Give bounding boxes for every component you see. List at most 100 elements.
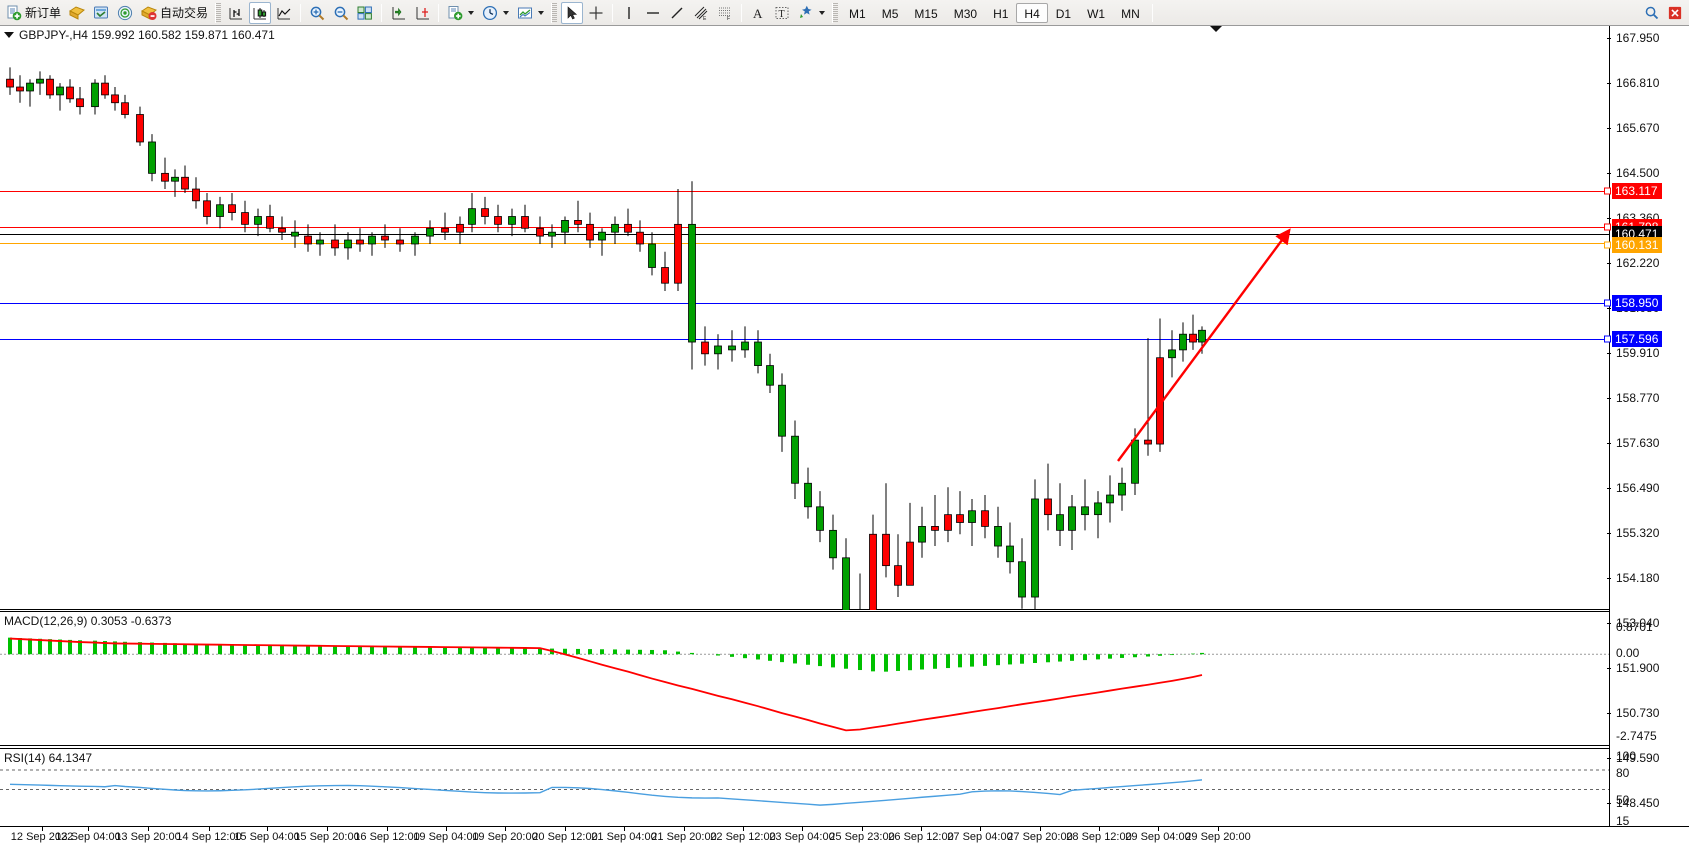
price-badge-orange[interactable]: 160.131 [1604,237,1663,253]
equidistant-channel-button[interactable]: E [690,2,712,24]
price-axis-tick-label: 157.630 [1616,436,1660,450]
time-axis-label: 13 Sep 20:00 [115,831,181,843]
chart-area[interactable]: GBPJPY-,H4 159.992 160.582 159.871 160.4… [0,26,1689,852]
price-axis[interactable]: 167.950 166.810 165.670 164.500 163.360 162.2… [1604,26,1689,828]
search-button[interactable] [1640,2,1662,24]
rsi-axis-label: 80 [1616,766,1630,780]
rsi-series [0,769,1609,806]
toolbar-separator [300,3,302,22]
price-axis-tick-label: 150.730 [1616,706,1660,720]
toolbar-grip[interactable] [832,2,839,23]
price-badge-blue[interactable]: 158.950 [1604,295,1663,311]
price-pane[interactable]: GBPJPY-,H4 159.992 160.582 159.871 160.4… [0,26,1609,610]
timeframe-w1[interactable]: W1 [1087,6,1106,21]
timeframe-m5[interactable]: M5 [881,6,899,21]
bid-line-line[interactable] [0,243,1609,244]
auto-trading-button[interactable]: 自动交易 [138,2,211,24]
zoom-out-icon [333,5,349,21]
price-badge-red[interactable]: 163.117 [1604,183,1662,199]
time-axis[interactable]: 12 Sep 2022 13 Sep 04:00 13 Sep 20:00 14 Se… [0,826,1689,852]
toolbar-grip[interactable] [551,2,558,23]
resistance-2-line[interactable] [0,227,1609,228]
new-order-button[interactable]: 新订单 [3,2,64,24]
trendline-button[interactable] [666,2,688,24]
fibonacci-button[interactable]: F [714,2,736,24]
equidistant-channel-icon: E [693,5,709,21]
data-window-button[interactable] [66,2,88,24]
time-axis-tick [921,827,922,831]
rsi-pane[interactable]: RSI(14) 64.1347 [0,748,1609,826]
main-toolbar: 新订单 [0,0,1689,26]
level-handle-icon[interactable] [1604,223,1611,231]
timeframe-d1[interactable]: D1 [1055,6,1072,21]
timeframe-m30[interactable]: M30 [953,6,978,21]
text-button[interactable]: A [747,2,769,24]
chevron-down-icon[interactable] [503,10,510,15]
svg-text:F: F [727,16,730,21]
auto-scroll-icon [414,5,430,21]
time-axis-label: 23 Sep 04:00 [769,831,835,843]
time-axis-tick [267,827,268,831]
period-button[interactable] [479,2,512,24]
toolbar-grip[interactable] [215,2,222,23]
time-axis-tick [684,827,685,831]
zoom-in-icon [309,5,325,21]
support-2-line[interactable] [0,339,1609,340]
current-price-line[interactable] [0,234,1609,235]
candlestick-chart-button[interactable] [249,1,272,24]
timeframe-m1[interactable]: M1 [849,6,866,21]
horizontal-line-icon [645,5,661,21]
timeframe-h1[interactable]: H1 [993,6,1009,21]
resistance-1-line[interactable] [0,191,1609,192]
price-axis-tick [1607,218,1611,219]
indicators-icon [447,5,463,21]
zoom-in-button[interactable] [306,2,328,24]
templates-button[interactable] [514,2,547,24]
chevron-down-icon[interactable] [538,10,545,15]
timeframe-h4[interactable]: H4 [1016,2,1048,23]
line-chart-button[interactable] [273,2,295,24]
chevron-down-icon[interactable] [468,10,475,15]
cursor-button[interactable] [561,1,584,24]
tile-windows-button[interactable] [354,2,376,24]
support-1-line[interactable] [0,303,1609,304]
fibonacci-icon: F [717,5,733,21]
level-handle-icon[interactable] [1604,241,1611,249]
chart-position-marker[interactable] [1210,26,1222,32]
macd-pane[interactable]: MACD(12,26,9) 0.3053 -0.6373 [0,611,1609,746]
chart-shift-button[interactable] [387,2,409,24]
price-axis-tick-label: 154.180 [1616,571,1660,585]
chart-plot[interactable]: GBPJPY-,H4 159.992 160.582 159.871 160.4… [0,26,1609,826]
time-axis-tick [446,827,447,831]
timeframe-m15[interactable]: M15 [914,6,938,21]
signals-button[interactable] [114,2,136,24]
time-axis-tick [624,827,625,831]
vertical-line-button[interactable] [618,2,640,24]
rsi-axis-label: 50 [1616,793,1630,807]
level-handle-icon[interactable] [1604,187,1611,195]
time-axis-tick [148,827,149,831]
bar-chart-button[interactable] [225,2,247,24]
timeframe-mn[interactable]: MN [1121,6,1140,21]
navigator-button[interactable] [90,2,112,24]
indicators-button[interactable] [444,2,477,24]
navigator-icon [93,5,109,21]
price-axis-tick [1607,308,1611,309]
chart-menu-caret-icon[interactable] [4,32,14,38]
time-axis-label: 21 Sep 04:00 [591,831,657,843]
macd-axis-label: 0.8701 [1616,620,1653,634]
line-chart-icon [276,5,292,21]
horizontal-line-button[interactable] [642,2,664,24]
time-axis-label: 14 Sep 12:00 [176,831,242,843]
auto-scroll-button[interactable] [411,2,433,24]
close-button[interactable] [1664,2,1686,24]
zoom-out-button[interactable] [330,2,352,24]
level-handle-icon[interactable] [1604,335,1611,343]
period-icon [482,5,498,21]
chevron-down-icon[interactable] [819,10,826,15]
crosshair-button[interactable] [585,2,607,24]
text-label-button[interactable]: T [771,2,793,24]
level-handle-icon[interactable] [1604,299,1611,307]
objects-button[interactable] [795,2,828,24]
price-badge-blue[interactable]: 157.596 [1604,331,1663,347]
